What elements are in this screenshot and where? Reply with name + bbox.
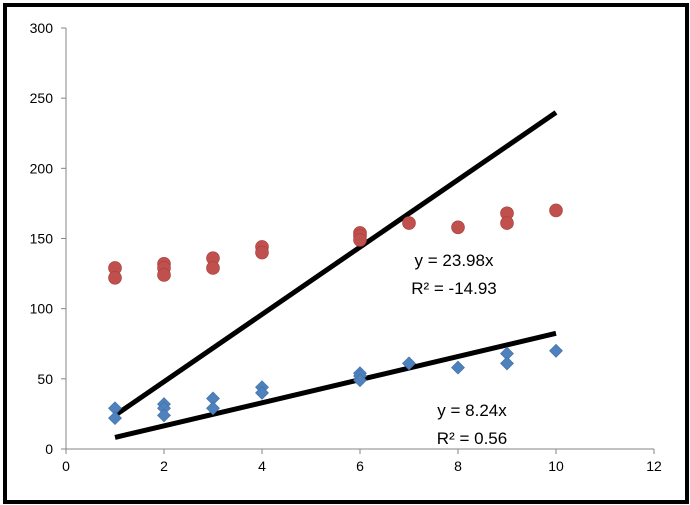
y-tick-label: 200 [30, 160, 54, 176]
trendlines [113, 110, 558, 440]
y-tick-label: 0 [45, 441, 53, 457]
series-1-point [549, 203, 563, 218]
trendline-2-equation: y = 8.24x [437, 401, 507, 420]
y-tick-label: 300 [30, 20, 54, 36]
series-2-point [108, 411, 122, 426]
chart-frame: 0 2 4 6 8 10 12 0 50 100 150 200 250 300 y = 23.98x … [3, 3, 689, 504]
data-points [108, 203, 563, 426]
series-2-point [549, 343, 563, 358]
x-tick-label: 6 [356, 458, 364, 474]
series-2-point [206, 401, 220, 416]
series-2-point [402, 356, 416, 371]
x-tick-label: 2 [160, 458, 168, 474]
series-1-point [500, 216, 514, 230]
trendline-labels: y = 23.98x R² = -14.93 y = 8.24x R² = 0.… [411, 251, 507, 448]
series-2-point [255, 385, 269, 400]
x-tick-label: 0 [62, 458, 70, 474]
y-tick-label: 250 [30, 90, 54, 106]
x-tick-label: 10 [548, 458, 564, 474]
x-tick-label: 8 [454, 458, 462, 474]
series-2-point [500, 356, 514, 371]
series-1-point [353, 233, 367, 247]
x-tick-label: 4 [258, 458, 266, 474]
series-1-point [451, 220, 465, 235]
series-1-point [206, 261, 220, 275]
y-tick-label: 100 [30, 301, 54, 317]
series-2-point [157, 408, 171, 423]
trendline-2 [114, 330, 557, 440]
trendline-1-equation: y = 23.98x [415, 251, 494, 270]
series-2-point [353, 373, 367, 388]
trendline-1 [113, 110, 558, 418]
scatter-chart: 0 2 4 6 8 10 12 0 50 100 150 200 250 300 y = 23.98x … [30, 20, 662, 474]
x-tick-label: 12 [646, 458, 662, 474]
series-1-point [108, 270, 122, 285]
series-1-point [402, 216, 416, 230]
series-2-point [451, 360, 465, 375]
y-axis-ticks: 0 50 100 150 200 250 300 [30, 20, 66, 457]
series-1-point [157, 268, 171, 282]
trendline-2-r2: R² = 0.56 [437, 429, 507, 448]
trendline-1-r2: R² = -14.93 [411, 279, 497, 298]
y-tick-label: 150 [30, 231, 54, 247]
y-tick-label: 50 [37, 371, 53, 387]
x-axis-ticks: 0 2 4 6 8 10 12 [62, 449, 662, 474]
series-1-point [255, 245, 269, 260]
